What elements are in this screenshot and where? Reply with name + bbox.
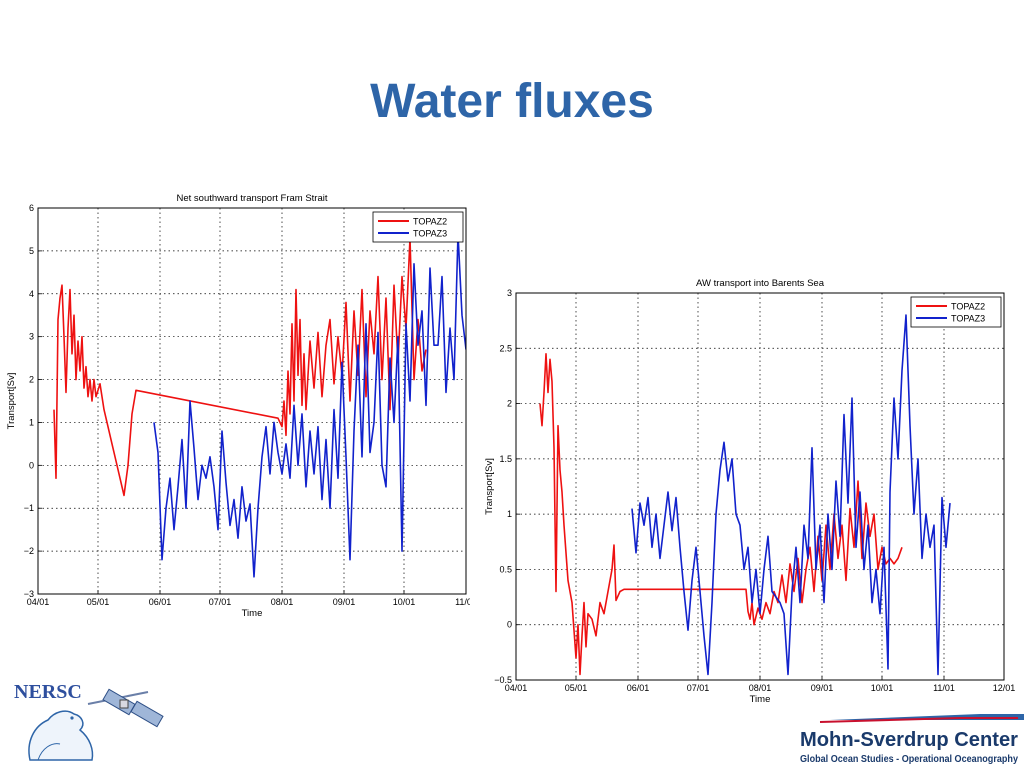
barents-y-tick-label: 1.5 (499, 454, 512, 464)
fram-strait-chart: 04/01 05/01 06/01 07/01 08/01 09/01 10/01 11/01… (0, 183, 482, 623)
barents-frame (515, 292, 1005, 681)
fram-strait-chart-svg: 04/01 05/01 06/01 07/01 08/01 09/01 10/01 11/01… (6, 193, 477, 619)
fram-y-tick-label: 3 (29, 332, 34, 342)
barents-y-tick-label: 0 (507, 620, 512, 630)
satellite-icon (87, 688, 164, 728)
fram-legend-label-topaz3: TOPAZ3 (413, 229, 447, 239)
slide-title: Water fluxes (370, 75, 654, 128)
fram-frame (37, 207, 467, 595)
nersc-logo-svg: NERSC (14, 681, 164, 761)
fram-y-tick-label: −3 (24, 589, 34, 599)
barents-x-axis-label: Time (750, 694, 771, 705)
barents-x-tick-label: 07/01 (687, 683, 710, 693)
fram-y-tick-label: 4 (29, 289, 34, 299)
fram-y-tick-label: 0 (29, 460, 34, 470)
fram-x-tick-label: 08/01 (271, 597, 294, 607)
fram-x-axis-label: Time (242, 608, 263, 619)
barents-x-tick-label: 05/01 (565, 683, 588, 693)
barents-x-tick-label: 04/01 (505, 683, 528, 693)
barents-x-tick-label: 06/01 (627, 683, 650, 693)
mohn-sverdrup-logo-svg: Mohn-Sverdrup Center Global Ocean Studie… (800, 714, 1024, 765)
barents-series-topaz3 (631, 314, 951, 676)
barents-title: AW transport into Barents Sea (696, 278, 825, 289)
fram-x-tick-label: 10/01 (393, 597, 416, 607)
fram-x-tick-label: 11/01 (455, 597, 477, 607)
barents-legend-label-topaz2: TOPAZ2 (951, 302, 985, 312)
mohn-sverdrup-logo: Mohn-Sverdrup Center Global Ocean Studie… (760, 712, 1024, 768)
fram-y-tick-label: −2 (24, 546, 34, 556)
barents-y-tick-label: −0.5 (494, 675, 512, 685)
barents-sea-chart-svg: 04/01 05/01 06/01 07/01 08/01 09/01 10/01 11/01… (484, 278, 1016, 705)
nersc-logo: NERSC (8, 672, 180, 764)
barents-y-tick-label: 2 (507, 399, 512, 409)
fram-title: Net southward transport Fram Strait (177, 193, 328, 204)
barents-x-tick-label: 12/01 (993, 683, 1016, 693)
barents-sea-chart: 04/01 05/01 06/01 07/01 08/01 09/01 10/01 11/01… (470, 268, 1024, 714)
barents-x-tick-label: 09/01 (811, 683, 834, 693)
barents-x-tick-label: 11/01 (933, 683, 955, 693)
barents-x-tick-label: 08/01 (749, 683, 772, 693)
fram-x-tick-label: 09/01 (333, 597, 356, 607)
barents-y-tick-label: 3 (507, 288, 512, 298)
polar-bear-icon (28, 710, 94, 761)
fram-y-tick-label: 5 (29, 246, 34, 256)
fram-y-tick-label: 6 (29, 203, 34, 213)
logo-swoosh-icon (819, 714, 1024, 723)
barents-y-tick-label: 2.5 (499, 343, 512, 353)
barents-legend (910, 296, 1002, 328)
fram-legend-label-topaz2: TOPAZ2 (413, 217, 447, 227)
barents-series-topaz2 (539, 353, 903, 676)
fram-y-tick-label: 1 (29, 417, 34, 427)
barents-y-axis-label: Transport[Sv] (484, 458, 495, 515)
nersc-logo-text: NERSC (14, 681, 82, 703)
barents-y-tick-label: 0.5 (499, 564, 512, 574)
fram-x-tick-label: 06/01 (149, 597, 172, 607)
fram-y-tick-label: 2 (29, 375, 34, 385)
mohn-logo-tagline: Global Ocean Studies - Operational Ocean… (800, 754, 1018, 765)
fram-x-tick-label: 04/01 (27, 597, 50, 607)
mohn-logo-name: Mohn-Sverdrup Center (800, 729, 1018, 751)
fram-series-topaz3 (153, 232, 466, 578)
barents-legend-label-topaz3: TOPAZ3 (951, 314, 985, 324)
barents-x-tick-label: 10/01 (871, 683, 894, 693)
fram-x-tick-label: 05/01 (87, 597, 110, 607)
fram-legend (372, 211, 464, 243)
fram-y-tick-label: −1 (24, 503, 34, 513)
barents-y-tick-label: 1 (507, 509, 512, 519)
fram-series-topaz2 (53, 237, 427, 497)
fram-x-tick-label: 07/01 (209, 597, 232, 607)
fram-y-axis-label: Transport[Sv] (6, 373, 17, 430)
